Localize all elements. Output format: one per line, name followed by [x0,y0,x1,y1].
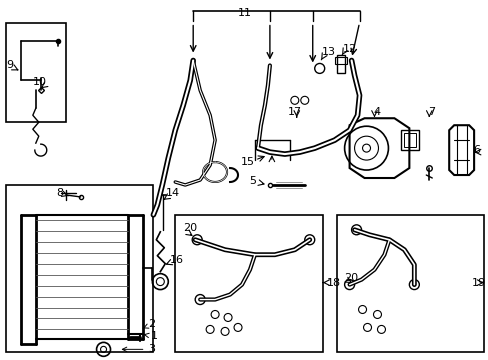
Bar [336,215,483,352]
Text: 15: 15 [241,157,254,167]
Text: 2: 2 [143,319,155,329]
Text: 20: 20 [183,223,197,233]
Text: 1: 1 [144,332,157,341]
Text: 19: 19 [471,278,485,288]
Text: 17: 17 [287,107,301,117]
Text: 14: 14 [166,188,180,198]
Text: 3: 3 [122,345,155,354]
Bar [404,133,415,147]
Bar [175,215,322,352]
Text: 10: 10 [33,77,47,87]
Text: 9: 9 [6,60,13,71]
Text: 5: 5 [248,176,255,186]
Bar [6,23,65,122]
Text: 20: 20 [344,273,358,283]
Text: 8: 8 [57,188,63,198]
Bar [334,58,346,64]
Bar [6,185,153,352]
Text: 13: 13 [321,48,335,58]
Text: 6: 6 [472,145,479,155]
Text: 7: 7 [427,107,434,117]
Text: 4: 4 [373,107,380,117]
Text: 12: 12 [342,44,356,54]
Text: 11: 11 [238,8,251,18]
Text: 16: 16 [170,255,184,265]
Bar [401,130,419,150]
Text: 18: 18 [326,278,340,288]
Bar [336,55,344,73]
